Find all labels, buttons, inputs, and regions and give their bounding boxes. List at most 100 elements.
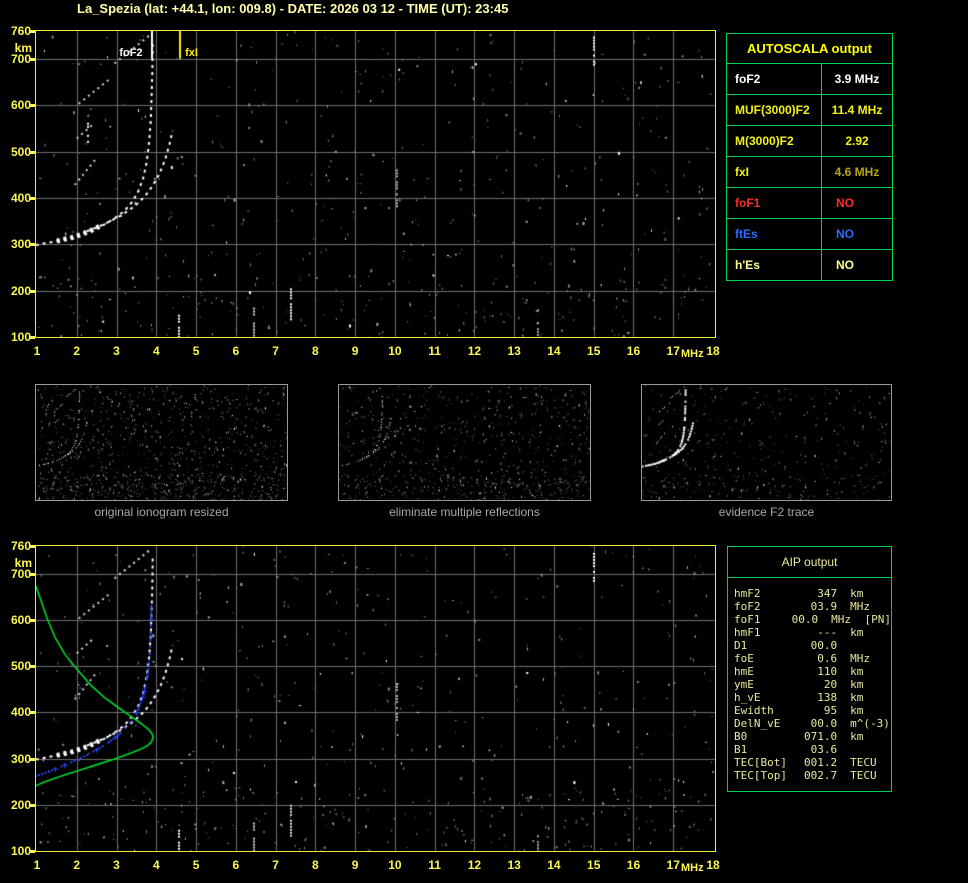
- x-tick-label: 2: [73, 344, 81, 358]
- aip-table-row: B0 071.0 km: [734, 730, 891, 743]
- aip-label: h_vE: [734, 691, 761, 704]
- y-axis-unit-label: km: [14, 41, 32, 55]
- x-tick-label: 16: [626, 344, 641, 358]
- aip-label: hmF2: [734, 587, 761, 600]
- y-tick-mark: [30, 104, 35, 108]
- y-tick-mark: [30, 30, 35, 33]
- aip-label: DelN_vE: [734, 717, 781, 730]
- aip-unit: TECU: [850, 769, 877, 782]
- y-tick-mark: [30, 545, 35, 548]
- aip-table-row: hmF1 --- km: [734, 626, 891, 639]
- aip-label: hmF1: [734, 626, 761, 639]
- table-row-ftes: ftEs NO: [727, 219, 892, 250]
- thumbnail-caption: eliminate multiple reflections: [389, 505, 540, 519]
- param-value: 2.92: [845, 134, 869, 148]
- aip-value: 347: [817, 587, 838, 600]
- y-tick-label: 200: [10, 797, 31, 812]
- aip-unit: m^(-3): [850, 717, 890, 730]
- aip-unit: km: [850, 665, 864, 678]
- aip-value: ---: [817, 626, 838, 639]
- page-title: La_Spezia (lat: +44.1, lon: 009.8) - DAT…: [77, 1, 509, 16]
- x-tick-label: 13: [507, 344, 521, 358]
- y-tick-mark: [30, 196, 35, 200]
- x-tick-label: 3: [113, 344, 120, 358]
- aip-table-row: DelN_vE 00.0 m^(-3): [734, 717, 891, 730]
- y-tick-label: 400: [10, 705, 31, 720]
- aip-table-header: AIP output: [728, 547, 891, 578]
- aip-value: 071.0: [804, 730, 838, 743]
- aip-table-row: foE 0.6 MHz: [734, 652, 891, 665]
- aip-table-row: foF1 00.0 MHz [PN]: [734, 613, 891, 626]
- thumbnail-canvas: [339, 385, 590, 500]
- y-tick-mark: [30, 336, 35, 339]
- x-tick-label: 7: [272, 858, 279, 872]
- aip-value: 03.6: [810, 743, 838, 756]
- x-tick-label: 17: [666, 858, 680, 872]
- y-axis-unit-label: km: [14, 556, 32, 570]
- y-tick-label: 100: [10, 844, 31, 858]
- x-tick-label: 13: [507, 858, 521, 872]
- aip-table-row: Ewidth 95 km: [734, 704, 891, 717]
- param-label: h'Es: [727, 250, 822, 280]
- x-tick-label: 2: [73, 858, 81, 872]
- x-axis-unit-label: MHz: [681, 862, 704, 874]
- table-row-hes: h'Es NO: [727, 250, 892, 280]
- aip-output-table: AIP output hmF2 347 km foF2 03.9 MHz foF1 00.0 M…: [727, 546, 892, 792]
- x-tick-label: 3: [113, 858, 120, 872]
- thumbnail-caption: original ionogram resized: [94, 505, 229, 519]
- x-tick-label: 4: [152, 858, 160, 872]
- aip-extra: [PN]: [864, 613, 892, 626]
- y-tick-mark: [30, 289, 35, 293]
- param-label: fxI: [727, 157, 822, 187]
- x-tick-label: 11: [428, 344, 441, 358]
- aip-table-row: hmE 110 km: [734, 665, 891, 678]
- y-tick-mark: [30, 150, 35, 154]
- thumbnail-caption: evidence F2 trace: [718, 505, 815, 519]
- y-tick-mark: [30, 243, 35, 247]
- param-value: 3.9 MHz: [834, 72, 880, 86]
- y-tick-mark: [30, 803, 35, 807]
- x-tick-label: 10: [388, 858, 402, 872]
- y-tick-label: 300: [10, 751, 31, 766]
- param-value: NO: [836, 227, 854, 241]
- param-value: 11.4 MHz: [831, 103, 883, 117]
- table-row-muf: MUF(3000)F2 11.4 MHz: [727, 95, 892, 126]
- y-tick-mark: [30, 850, 35, 853]
- aip-table-body: hmF2 347 km foF2 03.9 MHz foF1 00.0 MHz [PN] hmF1-…: [728, 578, 891, 791]
- x-tick-label: 1: [33, 858, 41, 872]
- aip-table-row: foF2 03.9 MHz: [734, 600, 891, 613]
- param-label: foF1: [727, 188, 822, 218]
- x-tick-label: 12: [467, 344, 482, 358]
- aip-label: Ewidth: [734, 704, 774, 717]
- thumbnail-evidence-f2-trace: [641, 384, 892, 501]
- y-tick-label: 300: [10, 237, 31, 252]
- aip-label: TEC[Top]: [734, 769, 787, 782]
- autoscala-table-header: AUTOSCALA output: [727, 34, 892, 64]
- aip-table-row: D1 00.0: [734, 639, 891, 652]
- x-tick-label: 14: [547, 344, 561, 358]
- aip-unit: [850, 639, 891, 652]
- aip-value: 00.0: [810, 717, 838, 730]
- aip-label: B0: [734, 730, 748, 743]
- aip-unit: km: [850, 704, 864, 717]
- y-tick-mark: [30, 57, 35, 61]
- aip-table-row: B1 03.6: [734, 743, 891, 756]
- main-ionogram-canvas: [36, 31, 715, 337]
- profile-ionogram-plot: [35, 545, 716, 852]
- aip-unit: km: [850, 691, 864, 704]
- x-tick-label: 9: [351, 858, 359, 872]
- y-tick-label: 600: [10, 98, 31, 113]
- aip-value: 03.9: [810, 600, 838, 613]
- y-tick-label: 200: [10, 283, 31, 298]
- param-label: M(3000)F2: [727, 126, 822, 156]
- x-tick-label: 14: [547, 858, 561, 872]
- aip-table-row: h_vE 138 km: [734, 691, 891, 704]
- x-tick-label: 9: [351, 344, 359, 358]
- aip-value: 138: [817, 691, 838, 704]
- x-tick-label: 18: [706, 858, 720, 872]
- x-tick-label: 8: [312, 344, 319, 358]
- aip-label: foF1: [734, 613, 761, 626]
- y-tick-label: 700: [10, 566, 31, 581]
- aip-value: 00.0: [810, 639, 838, 652]
- aip-unit: km: [850, 587, 864, 600]
